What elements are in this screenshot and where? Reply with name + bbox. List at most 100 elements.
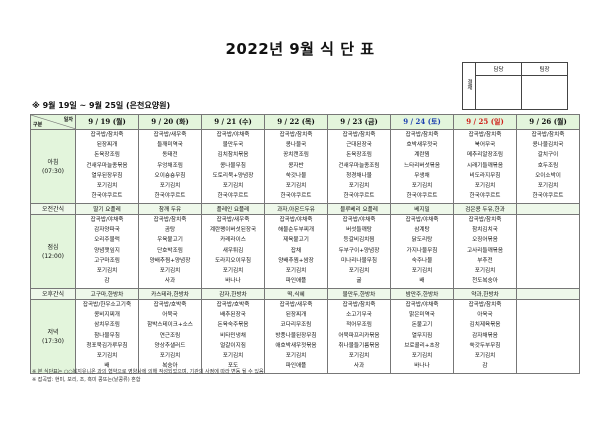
menu-item: 호두조림 (537, 162, 559, 169)
menu-item: 잡곡밥/야채죽 (216, 132, 250, 138)
menu-cell (516, 203, 580, 215)
menu-cell: 잡곡밥/야채죽 해물순두부찌개 제육불고기 잡채 양배추찜+쌈장 포기김치 파인애플 (264, 214, 328, 289)
menu-cell: 잡곡밥/야채죽 맑은미역국 돈불고기 열무지짐 브로콜리+초장 포기김치 바나나 (390, 299, 454, 374)
approval-col-staff: 담당 (475, 62, 522, 76)
menu-item: 복숭아 (162, 363, 178, 370)
menu-item: 한국야쿠르트 (406, 193, 438, 200)
menu-item: 청포묵김가루무침 (86, 342, 128, 349)
menu-item: 포기김치 (222, 268, 244, 275)
menu-cell: 딸기 요플레 (75, 203, 139, 215)
menu-item: 잡곡밥/야채죽 (405, 302, 439, 308)
menu-cell: 과자,아몬드두유 (264, 203, 328, 215)
menu-cell: 약과,한방차 (453, 288, 517, 300)
menu-cell: 잡곡밥/새우죽 된장찌개 코다리무조림 방풍나물된장무침 애호박새우젓볶음 포기김치 파인애… (264, 299, 328, 374)
menu-item: 숙주나물 (411, 257, 433, 264)
menu-item: 포기김치 (411, 183, 433, 190)
menu-cell: 잡곡밥/참치죽 아욱국 김치제육볶음 감자채볶음 쑥갓두부무침 포기김치 감 (453, 299, 517, 374)
menu-item: 양념깻잎지 (94, 247, 120, 254)
menu-item: 새우튀김 (222, 247, 244, 254)
menu-cell: 참깨 두유 (138, 203, 202, 215)
menu-item: 미나리나물무침 (340, 257, 378, 264)
menu-item: 한국야쿠르트 (217, 193, 249, 200)
menu-item: 오이소박이 (535, 172, 561, 179)
menu-item: 잡곡밥/참치죽 (405, 132, 439, 138)
menu-item: 소고기무국 (346, 312, 372, 319)
menu-item: 잡곡밥/참치죽 (153, 217, 187, 223)
menu-item: 잡채 (290, 247, 302, 254)
menu-item: 잡곡밥/야채죽 (342, 217, 376, 223)
day-header: 9 / 22 (목) (264, 114, 328, 130)
menu-item: 갈치구이 (537, 152, 559, 159)
menu-item: 된장찌개 (96, 142, 118, 149)
menu-item: 잡곡밥/참치죽 (531, 132, 565, 138)
menu-item: 양상추샐러드 (154, 342, 186, 349)
menu-item: 잡곡밥/참치죽 (468, 217, 502, 223)
menu-item: 시래기들깨볶음 (466, 162, 504, 169)
menu-item: 동태전 (162, 152, 178, 159)
menu-cell: 감자,한방차 (201, 288, 265, 300)
menu-cell: 베지밀 (390, 203, 454, 215)
menu-item: 한국야쿠르트 (91, 193, 123, 200)
menu-item: 참나물무침 (94, 332, 120, 339)
menu-item: 한국야쿠르트 (532, 193, 564, 200)
menu-item: 잡곡밥/호박죽 (153, 302, 187, 308)
menu-item: 감 (104, 278, 110, 285)
menu-item: 포기김치 (348, 183, 370, 190)
diagonal-line (31, 115, 76, 129)
menu-item: 느타리버섯볶음 (403, 162, 441, 169)
day-header: 9 / 19 (월) (75, 114, 139, 130)
menu-item: 잡곡밥/새우죽 (216, 217, 250, 223)
menu-cell: 잡곡밥/새우죽 들깨미역국 동태전 우엉채조림 오이숑숑무침 포기김치 한국야쿠르트 (138, 129, 202, 204)
menu-item: 연근조림 (159, 332, 181, 339)
menu-item: 잡곡밥/한우소고기죽 (82, 302, 132, 308)
menu-cell: 잡곡밥/참치죽 호박새우젓국 계란찜 느타리버섯볶음 무생채 포기김치 한국야쿠르트 (390, 129, 454, 204)
menu-item: 무생채 (414, 172, 430, 179)
menu-item: 잡곡밥/참치죽 (342, 302, 376, 308)
menu-cell: 밤만주,한방차 (390, 288, 454, 300)
menu-item: 포기김치 (96, 183, 118, 190)
menu-cell: 검은콩 두유,한과 (453, 203, 517, 215)
menu-item: 제육불고기 (283, 237, 309, 244)
menu-item: 배 (104, 363, 110, 370)
approval-sign-staff[interactable] (475, 75, 522, 110)
menu-item: 고구마조림 (94, 257, 120, 264)
meal-row: 저녁 (17:30) 잡곡밥/한우소고기죽 콩비지찌개 삼치무조림 참나물무침 청포묵김가루… (30, 299, 580, 374)
menu-cell: 잡곡밥/참치죽 소고기무국 적어무조림 어묵파프리카볶음 취나물들기름볶음 포기김치 사과 (327, 299, 391, 374)
approval-label-text: 결재 (466, 79, 472, 90)
menu-cell: 카스테라,한방차 (138, 288, 202, 300)
footnotes: ※ 본 식단표는 ○○복지유니온 과의 협약으로 영양사에 의해 작성되었으며,… (32, 368, 264, 384)
menu-item: 한국야쿠르트 (154, 193, 186, 200)
menu-cell: 잡곡밥/한우소고기죽 콩비지찌개 삼치무조림 참나물무침 청포묵김가루무침 포기김치 배 (75, 299, 139, 374)
menu-item: 김치참치볶음 (217, 152, 249, 159)
menu-cell: 고구마,한방차 (75, 288, 139, 300)
snack-row: 오전간식 딸기 요플레 참깨 두유 플레인 요플레 과자,아몬드두유 블루베리 요플레 베지… (30, 203, 580, 215)
row-label: 점심 (12:00) (30, 214, 76, 289)
menu-item: 잡곡밥/야채죽 (279, 217, 313, 223)
menu-cell (516, 214, 580, 289)
menu-cell: 잡곡밥/참치죽 된장찌개 돈육장조림 건새우마늘종볶음 열무된장무침 포기김치 한국야쿠르트 (75, 129, 139, 204)
meal-row: 점심 (12:00) 잡곡밥/야채죽 감자양파국 오리주물럭 양념깻잎지 고구마조림 포기김치… (30, 214, 580, 289)
menu-item: 양배추찜+양념장 (149, 257, 191, 264)
menu-item: 콩자반 (288, 162, 304, 169)
menu-item: 건새우마늘종조림 (338, 162, 380, 169)
menu-item: 청경채나물 (346, 172, 372, 179)
menu-item: 포도 (227, 363, 239, 370)
meal-row: 아침 (07:30) 잡곡밥/참치죽 된장찌개 돈육장조림 건새우마늘종볶음 열무된장무침 포… (30, 129, 580, 204)
menu-item: 호박새우젓국 (406, 142, 438, 149)
approval-sign-manager[interactable] (521, 75, 568, 110)
menu-item: 파인애플 (285, 363, 307, 370)
menu-item: 애호박새우젓볶음 (275, 342, 317, 349)
menu-item: 포기김치 (96, 268, 118, 275)
menu-cell (516, 299, 580, 374)
menu-item: 포기김치 (411, 268, 433, 275)
menu-item: 열무지짐 (411, 332, 433, 339)
row-label: 오전간식 (30, 203, 76, 215)
menu-item: 포기김치 (474, 183, 496, 190)
menu-item: 포기김치 (159, 268, 181, 275)
menu-item: 포기김치 (222, 353, 244, 360)
approval-label: 결재 (462, 62, 476, 110)
menu-item: 포기김치 (285, 183, 307, 190)
menu-item: 잡곡밥/참치죽 (342, 132, 376, 138)
menu-item: 김치제육볶음 (469, 322, 501, 329)
menu-item: 양배추찜+쌈장 (278, 257, 314, 264)
